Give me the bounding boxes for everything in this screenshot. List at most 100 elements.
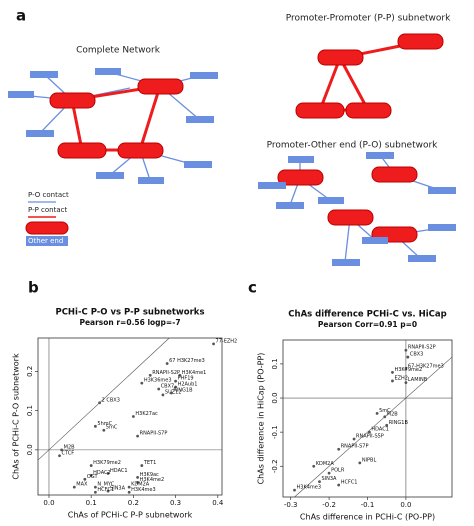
x-tick-label: 0.1 bbox=[86, 499, 97, 507]
point-label: HCFC1 bbox=[97, 487, 114, 493]
x-tick-label: 0.0 bbox=[400, 501, 411, 509]
point bbox=[136, 481, 139, 484]
point-label: RING1B bbox=[173, 387, 193, 393]
x-tick-label: 0.3 bbox=[170, 499, 181, 507]
point bbox=[391, 371, 394, 374]
point-label: RNAPII-S7P bbox=[140, 431, 168, 437]
y-axis-label: ChAs difference in HiCap (PO-PP) bbox=[257, 353, 266, 485]
point bbox=[89, 473, 93, 477]
point bbox=[337, 483, 341, 487]
point-label: HDAC2 bbox=[93, 470, 111, 476]
plot-frame bbox=[37, 337, 223, 496]
point bbox=[89, 464, 93, 467]
point bbox=[404, 348, 408, 352]
x-axis-label: ChAs difference in PCHi-C (PO-PP) bbox=[300, 513, 435, 522]
point bbox=[136, 434, 139, 438]
point bbox=[106, 472, 110, 475]
diagram-title: Promoter-Other end (P-O) subnetwork bbox=[267, 141, 439, 151]
x-tick-label: -0.2 bbox=[322, 501, 336, 509]
y-tick-label: 0.1 bbox=[26, 405, 34, 416]
point-label: KDM2A bbox=[131, 482, 150, 488]
point-label: MAX bbox=[76, 482, 88, 488]
point bbox=[98, 401, 102, 405]
point bbox=[127, 485, 131, 489]
point-label: HDAC1 bbox=[371, 427, 389, 433]
panel-label: a bbox=[16, 7, 26, 25]
point-label: N_MYC bbox=[97, 482, 114, 488]
panel-label: b bbox=[28, 279, 39, 297]
point bbox=[93, 424, 97, 428]
chart-subtitle: Pearson r=0.56 logp=-7 bbox=[79, 318, 180, 327]
point bbox=[136, 475, 139, 479]
chart-title: ChAs difference PCHi-C vs. HiCap bbox=[288, 310, 446, 320]
point bbox=[385, 423, 389, 427]
point-label: CTCF bbox=[62, 450, 75, 456]
point bbox=[404, 367, 408, 371]
point bbox=[293, 488, 296, 492]
point-label: H3K27ac bbox=[135, 411, 158, 417]
diagram-title: Complete Network bbox=[76, 46, 161, 56]
y-tick-label: -0.1 bbox=[271, 425, 279, 439]
point bbox=[404, 381, 408, 385]
point bbox=[148, 373, 152, 377]
point bbox=[391, 379, 394, 383]
point bbox=[212, 342, 215, 346]
point bbox=[161, 393, 165, 397]
x-tick-label: -0.3 bbox=[284, 501, 298, 509]
point bbox=[93, 490, 97, 494]
point-label: 77-EZH2 bbox=[216, 338, 238, 344]
pp-network bbox=[295, 33, 444, 119]
point-label: SIN3A bbox=[110, 486, 126, 492]
y-axis-label: ChAs of PCHi-C P-O subnetwork bbox=[12, 353, 21, 480]
point-label: OGT bbox=[87, 474, 99, 480]
y-tick-label: 0.2 bbox=[26, 366, 34, 377]
point bbox=[60, 448, 64, 452]
y-tick-label: 0.0 bbox=[26, 444, 34, 455]
point bbox=[106, 489, 110, 493]
po-network bbox=[258, 152, 456, 266]
point bbox=[157, 387, 161, 391]
x-tick-label: 0.0 bbox=[43, 499, 54, 507]
x-tick-label: -0.1 bbox=[361, 501, 375, 509]
point-label: H3K4me3 bbox=[131, 487, 156, 493]
point-label: M2B bbox=[64, 444, 75, 450]
point bbox=[102, 428, 106, 432]
point-label: H3K4me3 bbox=[297, 485, 322, 491]
point bbox=[165, 362, 169, 365]
point bbox=[169, 391, 173, 395]
point-label: H3K4me2 bbox=[140, 477, 165, 483]
point bbox=[337, 447, 341, 451]
point-label: RNAPII-S2P bbox=[408, 345, 436, 351]
legend-label: P-O contact bbox=[28, 191, 69, 199]
point-label: 5mC bbox=[379, 408, 391, 414]
point-label: 5hmC bbox=[97, 421, 112, 427]
point bbox=[93, 485, 97, 489]
point-label: H3K79me2 bbox=[93, 460, 121, 466]
point bbox=[352, 437, 356, 441]
point-label: LAMINB bbox=[408, 377, 428, 383]
point-label: H3K9ac bbox=[140, 472, 159, 478]
point bbox=[375, 411, 379, 415]
network-legend: P-O contact P-P contact Other end bbox=[25, 191, 69, 246]
point bbox=[127, 490, 131, 494]
point bbox=[58, 454, 61, 458]
point-label: TET1 bbox=[143, 460, 156, 466]
point-label: PHF19 bbox=[178, 376, 194, 382]
point-label: 67-H3K27me3 bbox=[408, 364, 444, 370]
point-label: RING1B bbox=[389, 420, 409, 426]
point-label: CBX3 bbox=[410, 352, 424, 358]
point bbox=[368, 430, 371, 434]
point bbox=[318, 480, 321, 484]
point-label: HCFC1 bbox=[341, 480, 358, 486]
point bbox=[83, 477, 87, 481]
panel-label: c bbox=[248, 279, 257, 297]
chart-subtitle: Pearson Corr=0.91 p=0 bbox=[318, 320, 417, 329]
point-label: RNAPII-S2P bbox=[152, 370, 180, 376]
y-tick-label: -0.2 bbox=[271, 459, 279, 473]
identity-line bbox=[294, 356, 453, 498]
point-label: HDAC1 bbox=[110, 468, 128, 474]
point-label: RNAPII-S5P bbox=[356, 433, 384, 439]
legend-label: Other end bbox=[28, 237, 63, 245]
x-tick-label: 0.2 bbox=[128, 499, 139, 507]
